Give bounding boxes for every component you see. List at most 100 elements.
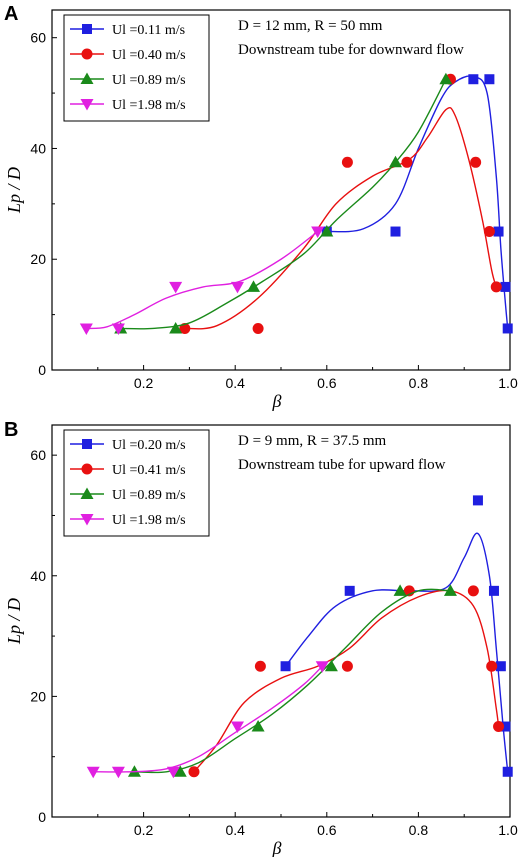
panel-a-ytick-label: 60	[30, 30, 46, 46]
panel-b-xtick-label: 0.2	[134, 822, 154, 838]
panel-a-series-2-point	[252, 322, 264, 334]
panel-b-legend-marker	[80, 514, 94, 526]
panel-a-legend-marker	[82, 24, 92, 34]
panel-a-ylabel: Lp / D	[4, 167, 24, 214]
panel-a-xlabel: β	[272, 391, 282, 411]
panel-a-series-3-point	[169, 321, 183, 334]
panel-a-series-2-point	[483, 226, 495, 238]
panel-a-series-1-point	[390, 226, 401, 237]
panel-b-series-3-point	[443, 584, 457, 596]
panel-a-xtick-label: 0.6	[317, 375, 337, 391]
panel-b-xlabel: β	[272, 838, 282, 857]
panel-b-series-2-point	[486, 660, 498, 672]
panel-b-legend-marker	[82, 439, 92, 449]
panel-a-letter: A	[4, 3, 18, 25]
panel-a-series-2-point	[490, 281, 502, 293]
panel-b-series-4-point	[166, 766, 180, 779]
panel-a-series-2-point	[401, 156, 413, 168]
panel-b-series-2-point	[188, 766, 200, 778]
panel-b-series-2-line	[193, 589, 500, 773]
panel-a-series-1-point	[493, 226, 504, 237]
panel-a-series-3-point	[320, 225, 334, 237]
panel-a-legend-label: Ul =0.89 m/s	[112, 73, 186, 88]
panel-b-series-3-point	[393, 584, 407, 596]
panel-a-legend-label: Ul =1.98 m/s	[112, 98, 186, 113]
panel-b-series-1-point	[502, 766, 513, 777]
panel-b-legend-label: Ul =0.41 m/s	[112, 463, 186, 478]
panel-b-legend-label: Ul =0.89 m/s	[112, 488, 186, 503]
panel-b-series-4-point	[230, 721, 244, 734]
panel-a-series-4-line	[86, 230, 319, 330]
panel-b-series-1-point	[488, 585, 499, 596]
panel-b-legend-marker	[80, 487, 94, 499]
panel-a-series-4-point	[111, 323, 125, 335]
panel-a-series-1-point	[484, 74, 495, 85]
panel-a-xtick-label: 1.0	[498, 375, 518, 391]
panel-a-legend-marker	[80, 72, 94, 84]
panel-b-letter: B	[4, 419, 18, 441]
panel-a-annotation: Downstream tube for downward flow	[238, 42, 464, 58]
panel-b-series-1-point	[500, 721, 511, 732]
panel-b-ytick-label: 0	[38, 809, 46, 825]
panel-b-ytick-label: 40	[30, 568, 46, 584]
panel-b-xtick-label: 0.4	[225, 822, 245, 838]
panel-a-series-4-point	[169, 281, 183, 294]
panel-b-series-1-point	[472, 495, 483, 506]
panel-b-series-4-line	[93, 665, 323, 773]
panel-a-ytick-label: 20	[30, 251, 46, 267]
panel-a-series-4-point	[311, 226, 325, 239]
panel-a-series-3-point	[247, 280, 261, 292]
panel-a-legend-marker	[80, 99, 94, 111]
panel-a-series-1-point	[468, 74, 479, 85]
panel-a-series-3-point	[439, 72, 453, 85]
panel-b-legend-label: Ul =1.98 m/s	[112, 513, 186, 528]
panel-a-xtick-label: 0.4	[225, 375, 245, 391]
panel-b-legend-label: Ul =0.20 m/s	[112, 438, 186, 453]
panel-a-legend-marker	[81, 48, 93, 60]
panel-b-ylabel: Lp / D	[4, 598, 24, 645]
panel-a-legend-label: Ul =0.11 m/s	[112, 23, 185, 38]
panel-b-annotation: D = 9 mm, R = 37.5 mm	[238, 433, 387, 449]
panel-a-ytick-label: 40	[30, 140, 46, 156]
panel-b-xtick-label: 1.0	[498, 822, 518, 838]
panel-b-series-3-point	[251, 720, 265, 732]
panel-b-series-1-point	[495, 661, 506, 672]
panel-b-series-2-point	[254, 660, 266, 672]
panel-a-series-1-point	[500, 281, 511, 292]
panel-a-series-4-point	[230, 281, 244, 294]
panel-a-series-3-line	[120, 78, 447, 330]
panel-a-series-1-point	[502, 323, 513, 334]
panel-b-xtick-label: 0.6	[317, 822, 337, 838]
panel-b-series-1-point	[280, 661, 291, 672]
panel-a-xtick-label: 0.2	[134, 375, 154, 391]
panel-b-series-1-point	[344, 585, 355, 596]
panel-a-series-4-point	[79, 323, 93, 335]
panel-b-series-1-line	[285, 532, 509, 772]
panel-a-series-2-point	[341, 156, 353, 168]
panel-b-series-3-line	[134, 588, 451, 774]
panel-b-ytick-label: 20	[30, 688, 46, 704]
panel-b-legend-marker	[81, 463, 93, 475]
panel-a-series-2-point	[179, 322, 191, 334]
panel-b-series-2-point	[467, 585, 479, 597]
panel-b-ytick-label: 60	[30, 447, 46, 463]
panel-a-plot: 0.2 0.4 0.6 0.8 1.0 0 20 40 60 β Lp / D Ul =0.11 m/…	[4, 9, 518, 411]
panel-a-xtick-label: 0.8	[409, 375, 429, 391]
panel-a-series-3-point	[389, 155, 402, 168]
panel-a-legend-label: Ul =0.40 m/s	[112, 48, 186, 63]
panel-b-annotation: Downstream tube for upward flow	[238, 457, 446, 473]
panel-a-series-2-line	[184, 106, 497, 330]
panel-b-xtick-label: 0.8	[409, 822, 429, 838]
panel-a-series-1-line	[326, 75, 509, 329]
panel-b-series-4-point	[111, 766, 125, 779]
panel-a-ytick-label: 0	[38, 362, 46, 378]
panel-b-series-4-point	[86, 766, 100, 779]
panel-b-series-3-point	[324, 659, 338, 672]
panel-b-series-2-point	[493, 721, 505, 733]
panel-b-series-4-point	[315, 661, 329, 673]
panel-b-plot: 0.2 0.4 0.6 0.8 1.0 0 20 40 60 β Lp / D Ul =0.20 m/…	[4, 424, 518, 857]
panel-a-series-2-point	[470, 156, 482, 168]
panel-a-annotation: D = 12 mm, R = 50 mm	[238, 18, 383, 34]
panel-b-series-2-point	[341, 660, 353, 672]
